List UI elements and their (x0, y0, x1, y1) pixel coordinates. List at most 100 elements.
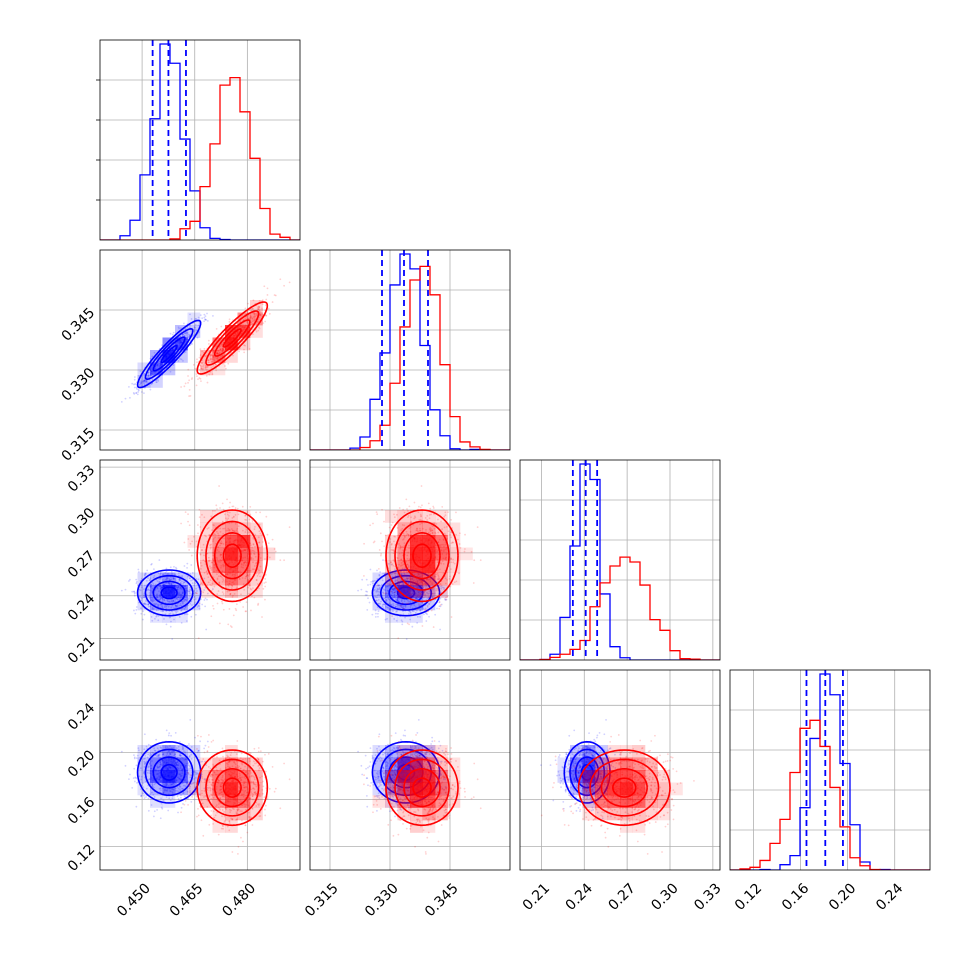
scatter-point (131, 591, 133, 593)
scatter-point (389, 527, 391, 529)
scatter-point (190, 564, 192, 566)
scatter-point (403, 608, 405, 610)
scatter-point (432, 506, 434, 508)
scatter-point (199, 602, 201, 604)
scatter-point (142, 619, 144, 621)
scatter-point (133, 754, 135, 756)
scatter-point (402, 602, 404, 604)
scatter-point (455, 512, 457, 514)
scatter-point (261, 616, 263, 618)
histogram-panel-3 (730, 670, 930, 874)
scatter-point (235, 609, 237, 611)
scatter-point (195, 373, 197, 375)
scatter-point (203, 748, 205, 750)
scatter-point (144, 733, 146, 735)
scatter-point (267, 294, 269, 296)
scatter-point (377, 613, 379, 615)
scatter-point (134, 613, 136, 615)
scatter-panel-2-0 (96, 460, 300, 664)
scatter-point (128, 386, 130, 388)
scatter-panel-2-1 (310, 460, 510, 664)
scatter-point (451, 616, 453, 618)
scatter-point (203, 348, 205, 350)
scatter-point (229, 506, 231, 508)
scatter-point (383, 521, 385, 523)
scatter-point (196, 361, 198, 363)
scatter-point (135, 392, 137, 394)
scatter-point (236, 603, 238, 605)
scatter-point (205, 629, 207, 631)
scatter-point (149, 389, 151, 391)
scatter-point (208, 343, 210, 345)
scatter-point (366, 579, 368, 581)
scatter-point (390, 591, 392, 593)
scatter-point (383, 545, 385, 547)
scatter-point (205, 598, 207, 600)
scatter-point (134, 379, 136, 381)
scatter-point (191, 555, 193, 557)
scatter-point (187, 382, 189, 384)
scatter-point (140, 613, 142, 615)
scatter-point (190, 616, 192, 618)
scatter-point (380, 553, 382, 555)
scatter-point (366, 594, 368, 596)
scatter-point (222, 503, 224, 505)
scatter-point (210, 615, 212, 617)
scatter-point (125, 589, 127, 591)
scatter-point (257, 603, 259, 605)
scatter-point (203, 320, 205, 322)
scatter-point (170, 626, 172, 628)
scatter-point (206, 313, 208, 315)
scatter-point (203, 599, 205, 601)
density-cell (448, 535, 461, 548)
scatter-point (184, 565, 186, 567)
scatter-point (188, 379, 190, 381)
scatter-point (363, 575, 365, 577)
scatter-point (187, 513, 189, 515)
density-cell (225, 350, 238, 363)
scatter-point (380, 532, 382, 534)
scatter-point (222, 603, 224, 605)
density-cell (188, 585, 201, 598)
scatter-point (206, 599, 208, 601)
scatter-point (268, 308, 270, 310)
scatter-point (136, 764, 138, 766)
scatter-point (131, 787, 133, 789)
scatter-point (376, 570, 378, 572)
scatter-point (272, 301, 274, 303)
scatter-point (434, 614, 436, 616)
scatter-point (231, 626, 233, 628)
scatter-point (226, 498, 228, 500)
scatter-point (136, 388, 138, 390)
scatter-point (427, 610, 429, 612)
scatter-point (148, 810, 150, 812)
scatter-point (170, 566, 172, 568)
scatter-point (137, 569, 139, 571)
scatter-point (129, 774, 131, 776)
scatter-point (136, 757, 138, 759)
scatter-point (133, 384, 135, 386)
scatter-point (221, 601, 223, 603)
density-cell (263, 548, 276, 561)
scatter-point (242, 506, 244, 508)
scatter-point (380, 555, 382, 557)
scatter-point (199, 348, 201, 350)
scatter-point (180, 386, 182, 388)
scatter-point (135, 579, 137, 581)
scatter-point (418, 506, 420, 508)
scatter-point (204, 605, 206, 607)
scatter-point (381, 540, 383, 542)
scatter-point (196, 358, 198, 360)
scatter-point (194, 737, 196, 739)
scatter-point (367, 584, 369, 586)
scatter-point (289, 281, 291, 283)
scatter-point (229, 318, 231, 320)
scatter-point (269, 313, 271, 315)
scatter-point (219, 623, 221, 625)
scatter-point (268, 542, 270, 544)
scatter-panel-1-0 (96, 250, 300, 454)
scatter-point (229, 502, 231, 504)
scatter-point (242, 606, 244, 608)
scatter-point (205, 745, 207, 747)
scatter-point (249, 506, 251, 508)
